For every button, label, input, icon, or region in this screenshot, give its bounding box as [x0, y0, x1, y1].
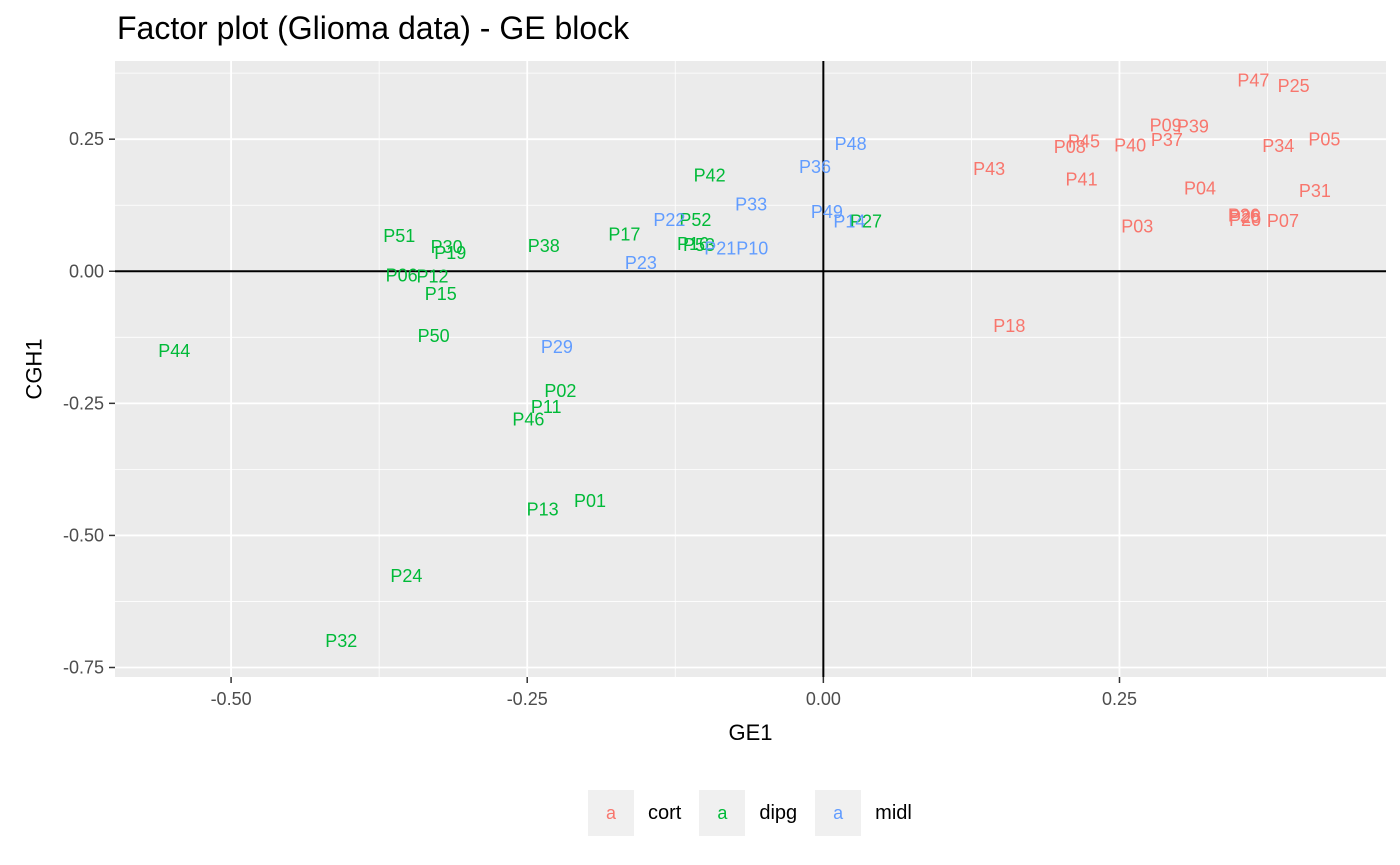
point-label-p42: P42 — [694, 166, 726, 186]
y-tick-label: -0.25 — [63, 393, 104, 413]
point-label-p37: P37 — [1151, 130, 1183, 150]
y-tick-label: 0.00 — [69, 261, 104, 281]
x-tick-label: -0.25 — [507, 689, 548, 709]
point-label-p53: P53 — [683, 235, 715, 255]
point-label-p30: P30 — [431, 237, 463, 257]
point-label-p10: P10 — [736, 239, 768, 259]
point-label-p22: P22 — [653, 210, 685, 230]
legend-key-cort: a — [588, 790, 634, 836]
point-label-p03: P03 — [1121, 216, 1153, 236]
point-label-p18: P18 — [993, 316, 1025, 336]
point-label-p12: P12 — [416, 267, 448, 287]
point-label-p49: P49 — [811, 202, 843, 222]
point-label-p09: P09 — [1150, 115, 1182, 135]
point-label-p50: P50 — [418, 326, 450, 346]
legend-item-midl: a midl — [815, 790, 922, 836]
legend-item-dipg: a dipg — [699, 790, 807, 836]
minor-gridlines — [115, 61, 1386, 677]
point-label-p17: P17 — [608, 224, 640, 244]
point-label-p14: P14 — [833, 212, 865, 232]
legend-item-cort: a cort — [588, 790, 691, 836]
chart-title: Factor plot (Glioma data) - GE block — [117, 10, 630, 46]
y-tick-label: 0.25 — [69, 129, 104, 149]
x-tick-label: 0.25 — [1102, 689, 1137, 709]
legend-key-dipg: a — [699, 790, 746, 836]
point-label-p43: P43 — [973, 159, 1005, 179]
point-label-p07: P07 — [1267, 211, 1299, 231]
legend-label-cort: cort — [648, 801, 682, 824]
point-label-p48: P48 — [835, 134, 867, 154]
point-label-p15: P15 — [425, 284, 457, 304]
point-label-p11: P11 — [531, 397, 562, 417]
reference-lines — [115, 61, 1386, 677]
point-label-p26: P26 — [1228, 205, 1260, 225]
x-axis-title: GE1 — [728, 720, 772, 745]
x-tick-label: 0.00 — [806, 689, 841, 709]
legend-label-dipg: dipg — [759, 801, 798, 824]
point-label-p06: P06 — [386, 265, 418, 285]
point-label-p44: P44 — [158, 341, 190, 361]
point-label-p38: P38 — [528, 236, 560, 256]
point-label-p01: P01 — [574, 491, 606, 511]
point-label-p16: P16 — [677, 234, 709, 254]
point-label-p21: P21 — [704, 239, 736, 259]
y-axis: -0.75 -0.50 -0.25 0.00 0.25 — [63, 129, 115, 677]
point-label-p45: P45 — [1068, 131, 1100, 151]
x-axis: -0.50 -0.25 0.00 0.25 — [211, 677, 1137, 709]
x-tick-label: -0.50 — [211, 689, 252, 709]
point-label-p04: P04 — [1184, 178, 1216, 198]
point-label-p05: P05 — [1308, 130, 1340, 150]
point-label-p32: P32 — [325, 631, 357, 651]
y-tick-label: -0.50 — [63, 525, 104, 545]
point-label-p29: P29 — [541, 337, 573, 357]
point-label-p52: P52 — [679, 210, 711, 230]
point-label-p02: P02 — [544, 381, 576, 401]
point-label-p39: P39 — [1177, 117, 1209, 137]
point-label-p24: P24 — [390, 566, 422, 586]
point-label-p31: P31 — [1299, 181, 1331, 201]
point-label-p46: P46 — [512, 410, 544, 430]
point-label-p13: P13 — [527, 500, 559, 520]
point-label-p47: P47 — [1237, 71, 1269, 91]
y-axis-title: CGH1 — [22, 338, 47, 399]
point-label-p08: P08 — [1054, 137, 1086, 157]
point-label-p51: P51 — [383, 226, 415, 246]
point-label-p25: P25 — [1278, 76, 1310, 96]
legend-key-midl: a — [815, 790, 862, 836]
legend: a cort a dipg a midl — [588, 790, 930, 836]
point-label-p20: P20 — [1229, 210, 1261, 230]
legend-label-midl: midl — [875, 801, 912, 824]
point-label-p36: P36 — [799, 157, 831, 177]
point-label-p33: P33 — [735, 195, 767, 215]
point-label-p34: P34 — [1262, 136, 1294, 156]
major-gridlines — [115, 61, 1386, 677]
point-label-p19: P19 — [434, 243, 466, 263]
point-label-p27: P27 — [850, 212, 882, 232]
point-label-p23: P23 — [625, 253, 657, 273]
point-label-p41: P41 — [1066, 169, 1098, 189]
point-label-p40: P40 — [1114, 136, 1146, 156]
point-label-p28: P28 — [1229, 207, 1261, 227]
y-tick-label: -0.75 — [63, 657, 104, 677]
plot-panel — [115, 61, 1386, 677]
